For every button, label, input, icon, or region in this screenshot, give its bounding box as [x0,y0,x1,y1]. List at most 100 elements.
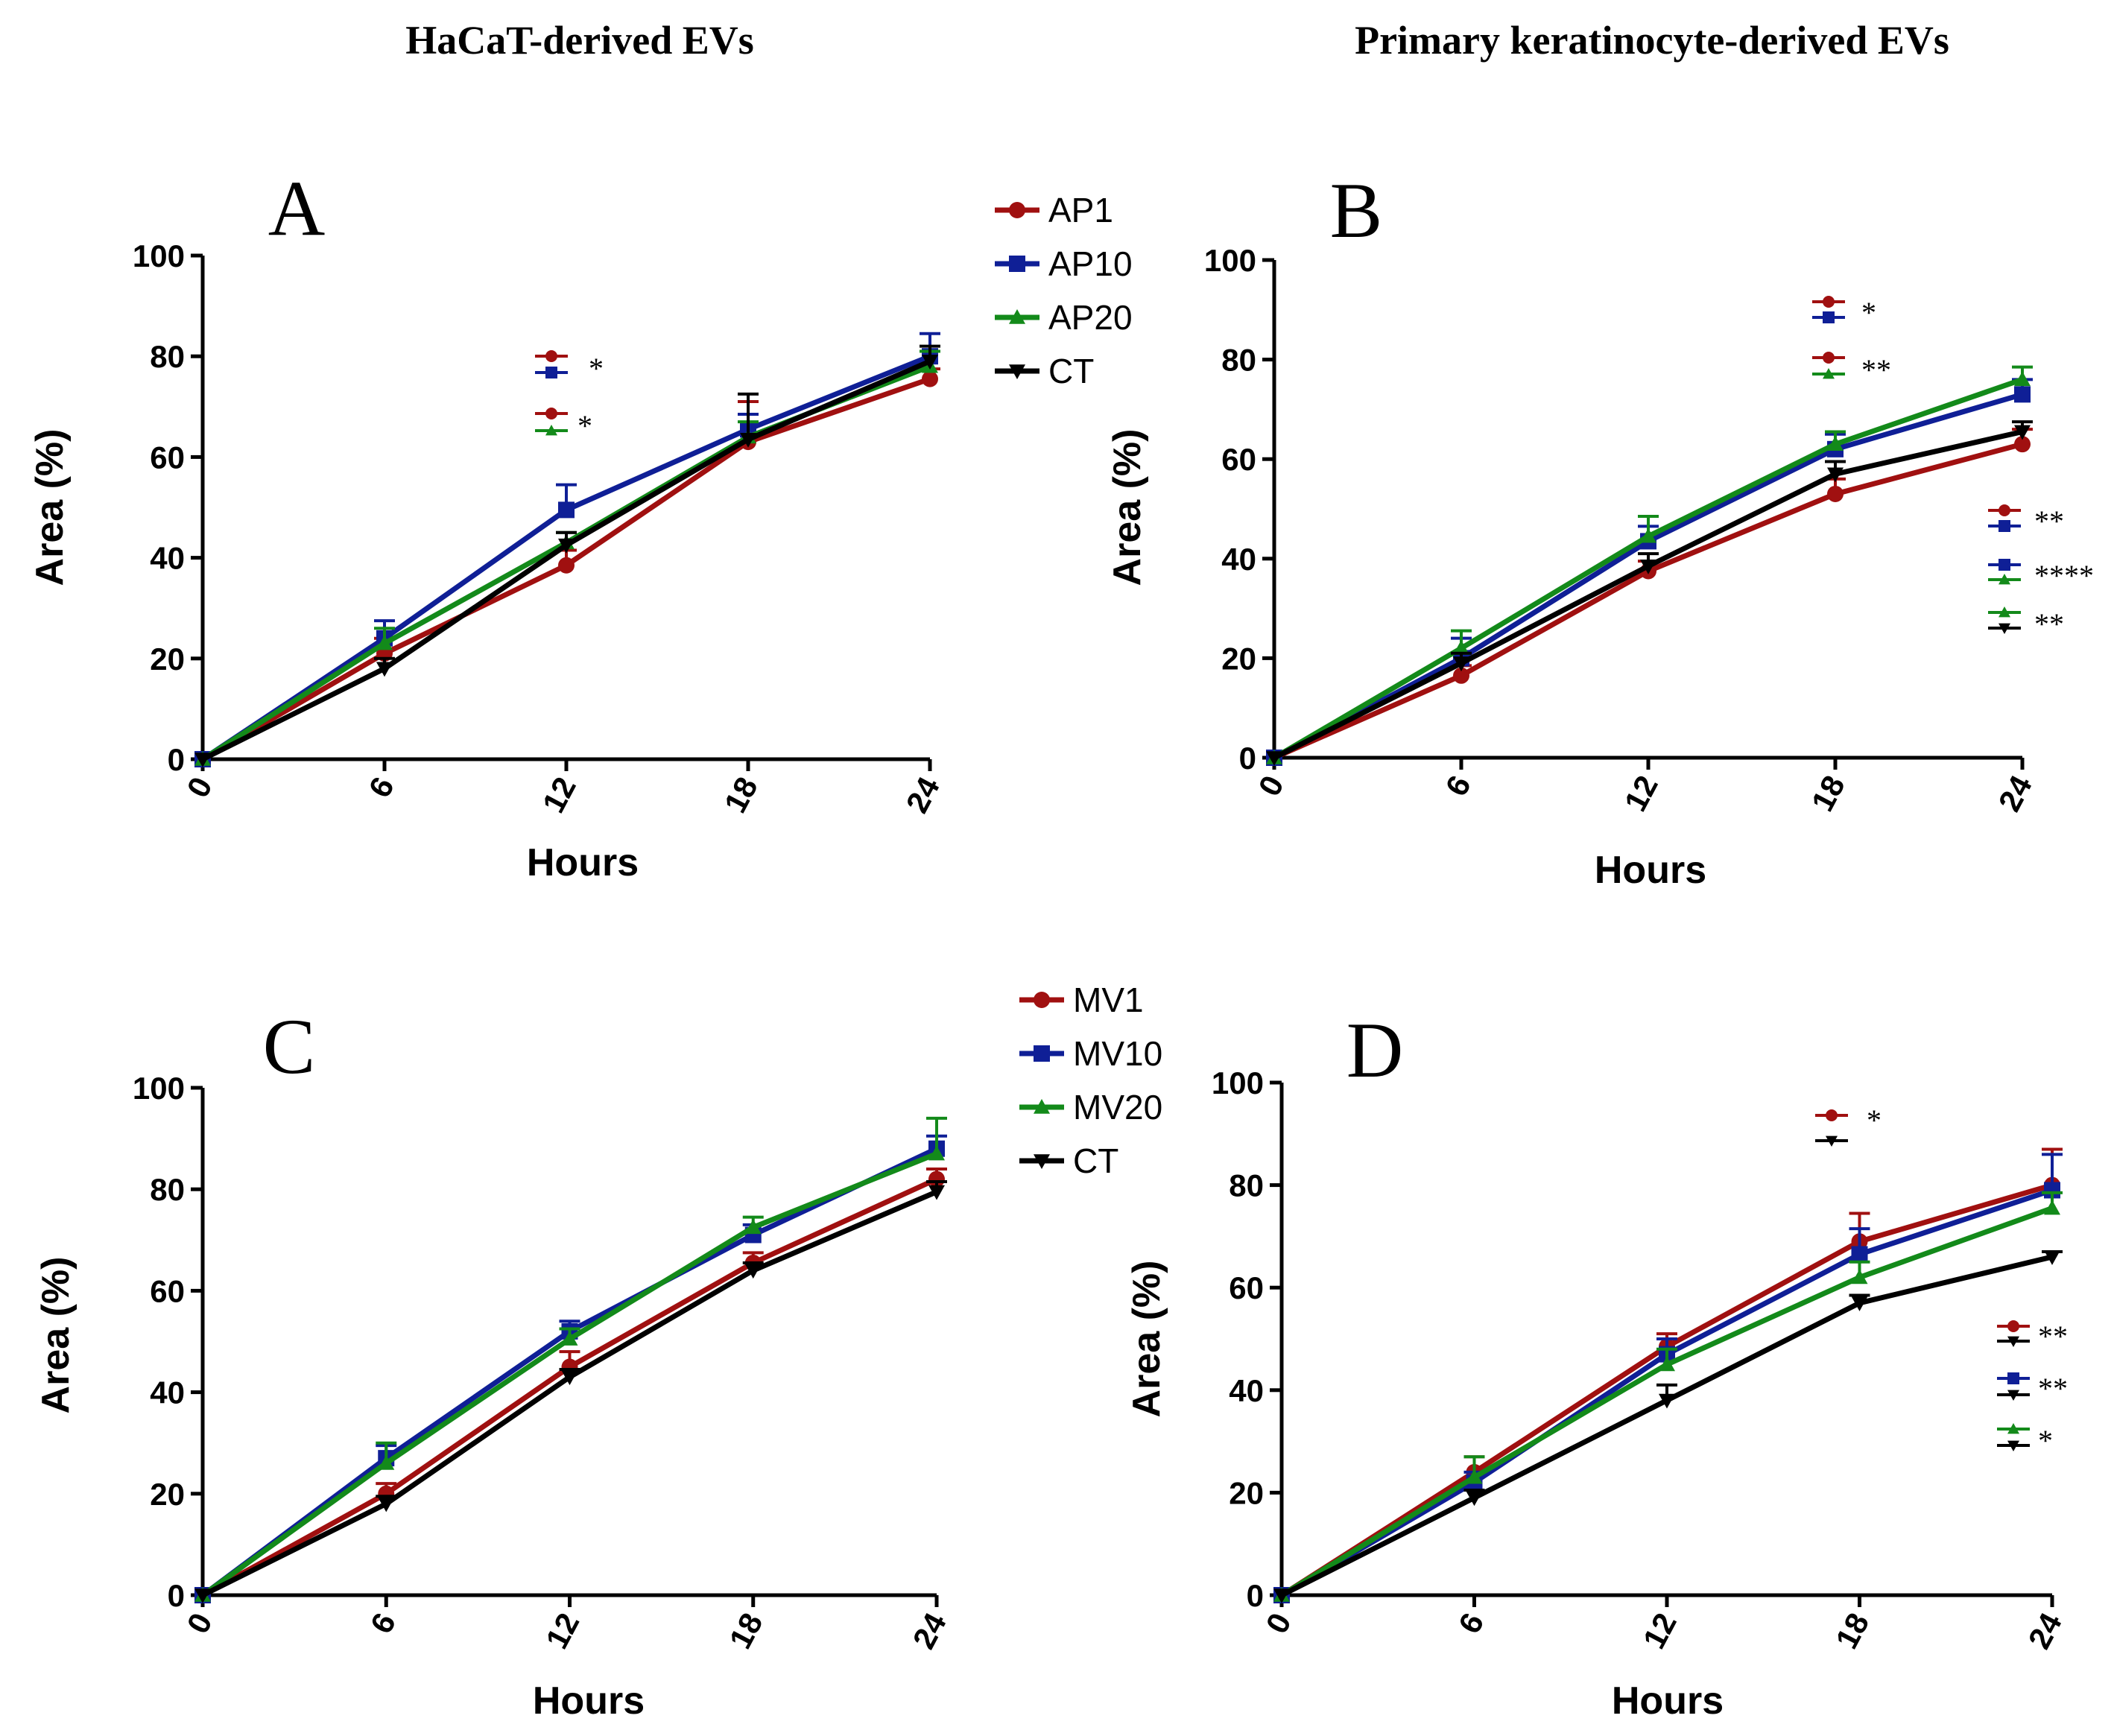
x-tick-label: 24 [2022,1607,2069,1655]
data-point [928,1145,945,1161]
x-tick-label: 0 [1259,1607,1297,1639]
annotation-marker [1999,504,2010,516]
y-tick-label: 60 [150,1273,185,1308]
series-CT [194,1179,947,1603]
data-point [1827,436,1844,451]
data-point [1640,560,1656,574]
data-point [1659,1393,1675,1409]
panel-letter: C [263,1003,316,1090]
panel-letter: D [1346,1007,1404,1094]
significance-annotation: * [535,408,592,443]
y-tick-label: 0 [1247,1578,1264,1613]
x-axis-title: Hours [527,841,639,884]
data-point [558,557,575,574]
significance-label: * [589,352,604,385]
annotation-marker [1823,311,1835,323]
x-axis-title: Hours [533,1679,645,1723]
y-tick-label: 100 [133,1071,185,1106]
y-tick-label: 80 [1221,343,1256,378]
x-axis-title: Hours [1595,849,1706,892]
panel-letter: A [268,165,326,252]
significance-annotation: * [535,350,604,385]
data-point [1827,467,1844,483]
annotation-marker [2007,1440,2019,1451]
annotation-marker [1999,559,2010,571]
data-point [558,538,575,554]
y-tick-label: 40 [150,541,185,576]
significance-annotation: ** [1997,1372,2068,1405]
x-tick-label: 24 [1992,770,2039,817]
data-point [1466,1491,1483,1507]
y-axis-title: Area (%) [1106,429,1149,586]
data-point [2014,425,2031,440]
series-line [1273,441,2023,761]
legend-marker [1009,256,1025,272]
x-tick-label: 6 [364,1607,402,1639]
panel-letter: B [1330,167,1383,254]
y-tick-label: 60 [150,440,185,475]
annotation-marker [1999,623,2010,634]
significance-annotation: ** [1997,1320,2068,1353]
x-tick-label: 18 [718,771,765,818]
data-point [740,432,756,448]
x-tick-label: 18 [722,1607,769,1654]
data-point [1851,1269,1868,1284]
data-point [1466,1469,1483,1484]
annotation-marker [545,367,557,378]
data-point [194,753,211,767]
significance-label: * [1861,296,1876,329]
data-point [928,1185,945,1200]
y-tick-label: 80 [1229,1168,1264,1203]
annotation-marker [1999,574,2010,585]
data-point [1640,528,1656,543]
y-tick-label: 40 [150,1375,185,1410]
significance-label: ** [2038,1320,2068,1353]
significance-label: * [1867,1103,1882,1137]
data-point [194,1588,211,1603]
legend-label: AP1 [1048,191,1113,229]
annotation-marker [2007,1423,2019,1434]
y-axis-title: Area (%) [1125,1261,1168,1418]
significance-label: ** [2034,504,2064,538]
heading-left: HaCaT-derived EVs [405,18,754,63]
data-point [928,1170,945,1188]
x-tick-label: 24 [906,1607,954,1655]
y-tick-label: 80 [150,339,185,374]
data-point [1851,1246,1868,1263]
series-CT [1273,1250,2063,1603]
significance-label: ** [2038,1372,2068,1405]
data-point [558,501,575,519]
legend: MV1 MV10 MV20 CT [1019,981,1162,1180]
data-point [1453,656,1469,672]
data-point [376,662,393,677]
data-point [744,1264,762,1279]
significance-annotation: * [1812,296,1876,329]
data-point [2044,1250,2060,1265]
data-point [744,1219,762,1235]
data-point [1453,667,1469,684]
y-tick-label: 0 [168,1578,185,1613]
series-CT [1266,420,2033,766]
data-point [2014,436,2031,453]
y-tick-label: 20 [150,1477,185,1512]
y-tick-label: 100 [1204,243,1256,278]
legend-label: CT [1048,352,1094,390]
significance-annotation: ** [1988,504,2064,538]
legend-marker [1034,1154,1050,1169]
significance-label: **** [2034,559,2094,592]
series-MV10 [1273,1153,2063,1603]
significance-annotation: **** [1988,559,2094,592]
data-point [561,1331,578,1346]
annotation-marker [2007,1336,2019,1347]
data-point [1453,640,1469,655]
data-point [922,355,938,370]
series-AP1 [1266,428,2033,766]
annotation-marker [2007,1390,2019,1401]
series-CT [194,344,940,767]
significance-annotation: ** [1988,606,2064,641]
x-tick-label: 24 [899,771,947,819]
